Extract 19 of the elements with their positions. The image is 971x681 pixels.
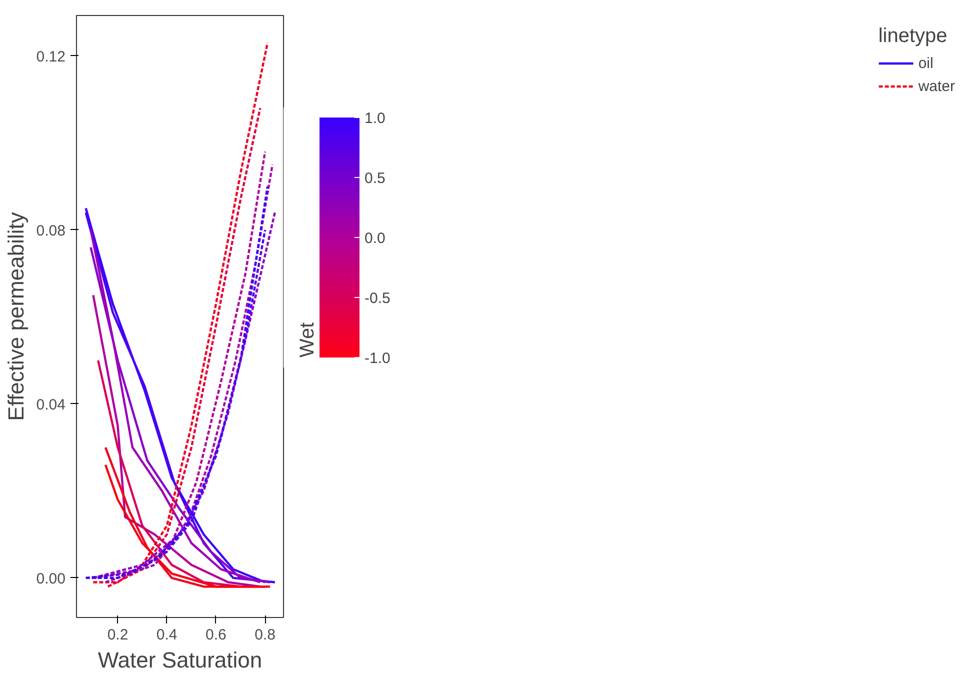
color-bar-label: -0.5: [364, 290, 390, 307]
color-bar-title: Wet: [296, 322, 318, 358]
x-tick-label: 0.2: [107, 626, 128, 644]
x-tick-label: 0.6: [206, 626, 226, 644]
legend-title: linetype: [878, 25, 948, 48]
legend-label: water: [918, 78, 955, 94]
color-bar-label: -1.0: [364, 350, 390, 367]
x-tick-label: 0.4: [156, 626, 178, 644]
y-tick-label: 0.08: [36, 222, 66, 240]
x-axis-title: Water Saturation: [98, 648, 262, 672]
x-tick-label: 0.8: [254, 626, 276, 644]
y-tick-label: 0.12: [36, 48, 66, 66]
y-tick-label: 0.00: [36, 570, 66, 588]
color-bar-label: 1.0: [364, 110, 386, 127]
color-bar-label: 0.0: [364, 230, 386, 247]
y-axis-title: Effective permeability: [3, 212, 28, 421]
y-tick-label: 0.04: [36, 396, 66, 414]
legend-label: oil: [918, 54, 934, 72]
color-bar-label: 0.5: [364, 170, 386, 187]
